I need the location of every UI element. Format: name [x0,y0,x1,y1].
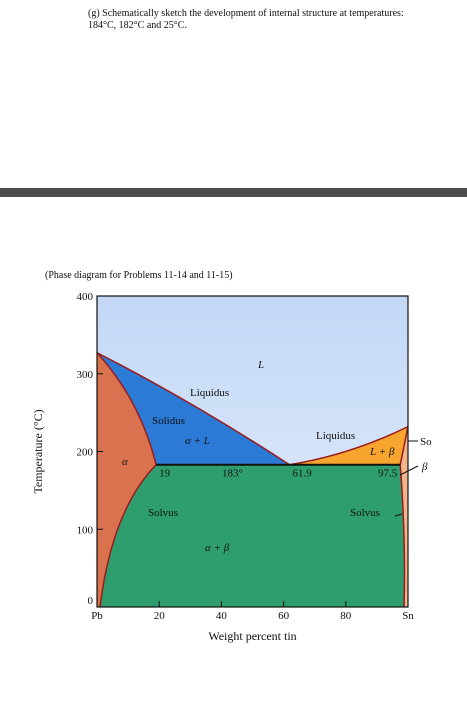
y-tick-label: 300 [77,369,94,381]
question: (g) Schematically sketch the development… [88,8,404,31]
divider [0,188,467,197]
region-label: So [420,436,432,448]
solidus [96,352,157,465]
region-label: Solidus [152,415,185,427]
alpha-max-label: 19 [159,468,171,480]
y-axis-label: Temperature (°C) [31,409,45,493]
region-label: Liquidus [190,387,229,399]
x-tick-label: 20 [154,610,166,622]
y-tick-label: 100 [77,524,94,536]
caption: (Phase diagram for Problems 11-14 and 11… [45,270,233,281]
eutectic-composition-label: 61.9 [293,468,313,480]
x-tick-label: Sn [402,610,414,622]
y-tick-label: 400 [77,291,94,303]
region-label: α [122,456,128,468]
region-label: L [257,359,264,371]
region-label: α + β [205,542,230,554]
alpha-plus-beta-region [100,464,405,607]
eutectic-temperature-label: 183° [222,468,243,480]
alpha-solvus [99,464,157,608]
x-tick-label: Pb [91,610,103,622]
region-label: β [421,461,428,473]
alpha-region [97,352,157,607]
region-label: L + β [369,446,395,458]
beta-solvus [399,426,409,608]
x-tick-label: 40 [216,610,228,622]
region-label: Liquidus [316,430,355,442]
region-label: α + L [185,435,210,447]
y-tick-label: 0 [88,595,94,607]
leader-lines [394,440,419,517]
x-tick-label: 80 [340,610,352,622]
region-label: Solvus [350,507,380,519]
liquid-plus-beta-region [289,426,408,465]
region-label: Solvus [148,507,178,519]
x-tick-label: 60 [278,610,290,622]
y-tick-label: 200 [77,447,94,459]
alpha-plus-liquid-region [97,352,290,465]
x-axis-label: Weight percent tin [208,629,296,643]
liquidus [96,352,409,466]
beta-max-label: 97.5 [378,468,398,480]
